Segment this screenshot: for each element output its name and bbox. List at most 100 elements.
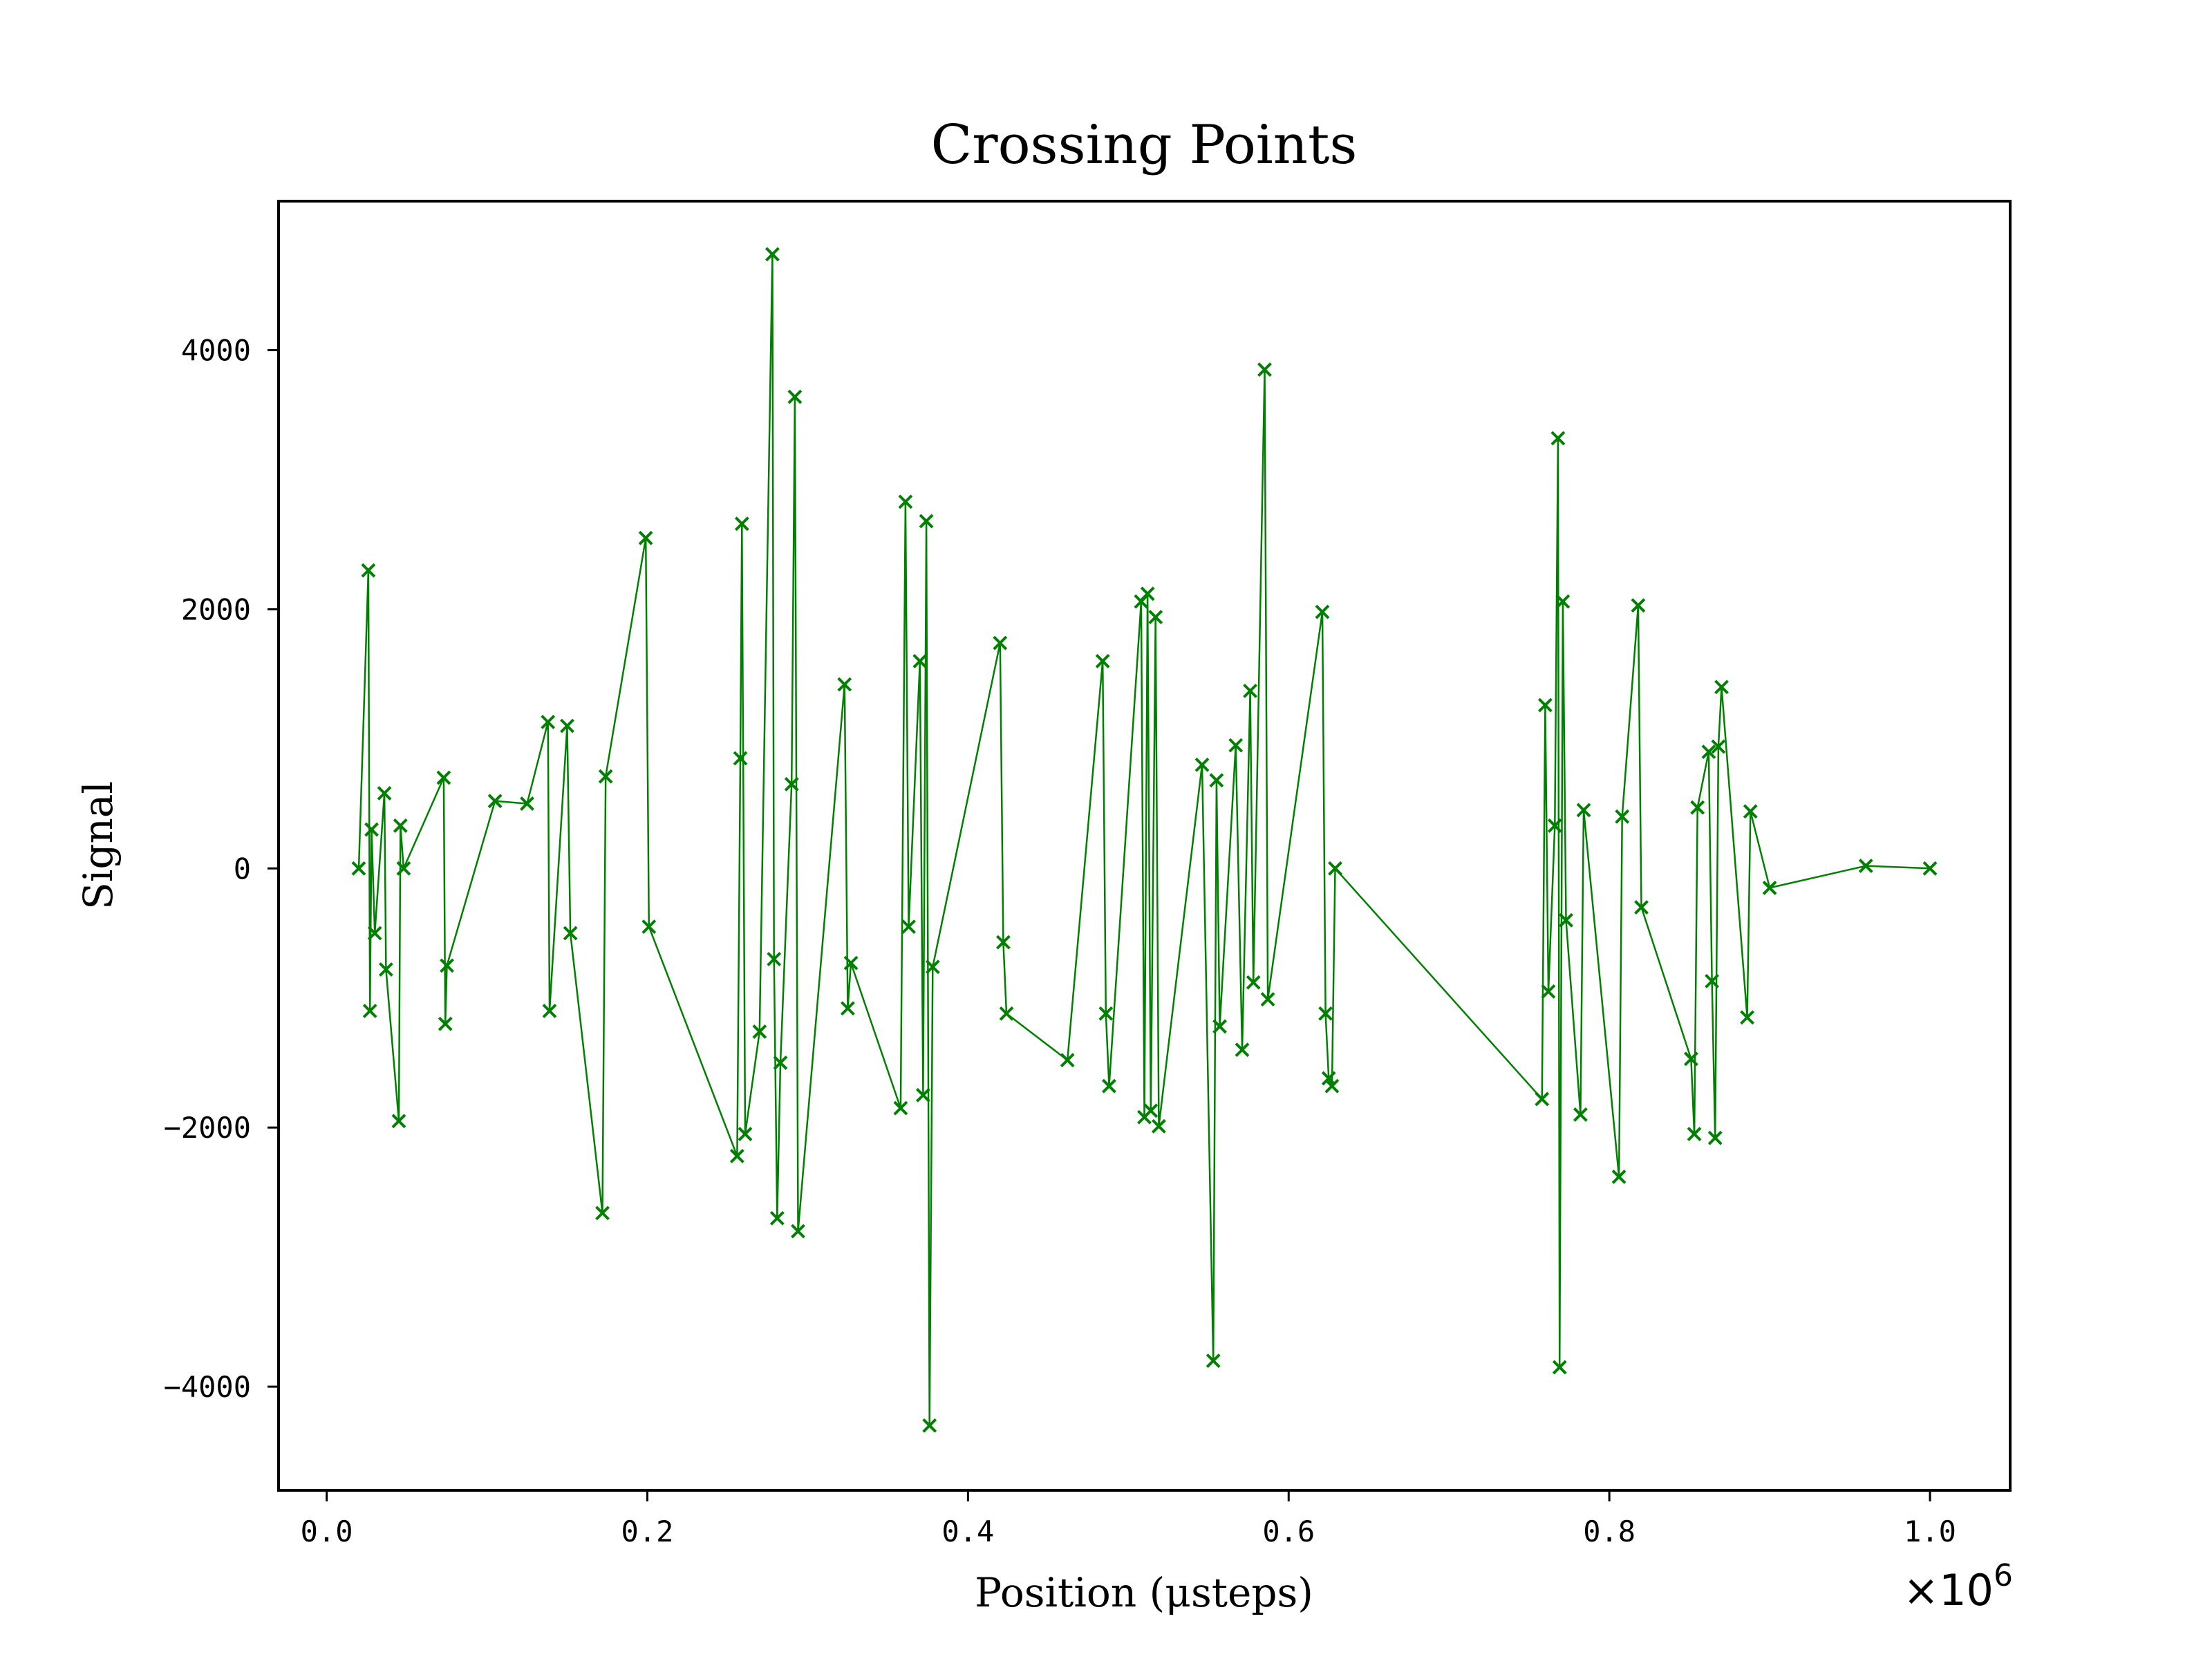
data-point-marker — [598, 769, 613, 784]
x-offset-exponent: 6 — [1994, 1558, 2013, 1593]
data-point-marker — [1095, 653, 1110, 668]
data-point-marker — [1634, 900, 1649, 915]
data-point-marker — [1611, 1169, 1627, 1184]
data-point-marker — [893, 1100, 908, 1116]
x-tick-label: 0.2 — [621, 1515, 674, 1548]
data-point-marker — [916, 1087, 930, 1103]
data-point-marker — [1212, 1019, 1227, 1034]
data-point-marker — [1762, 881, 1777, 895]
data-point-marker — [1102, 1078, 1116, 1094]
data-point-marker — [1260, 992, 1275, 1007]
data-point-marker — [351, 861, 366, 876]
data-point-marker — [393, 818, 408, 833]
data-point-marker — [738, 1127, 753, 1141]
y-tick-label: −4000 — [164, 1370, 251, 1404]
data-point-marker — [367, 926, 382, 941]
data-point-marker — [919, 514, 934, 529]
data-point-marker — [1209, 773, 1224, 788]
data-point-marker — [1555, 594, 1571, 609]
data-point-marker — [999, 1006, 1014, 1021]
data-point-marker — [1235, 1042, 1250, 1058]
series-layer — [351, 247, 1938, 1433]
data-point-marker — [436, 770, 451, 785]
data-point-marker — [563, 926, 578, 941]
data-point-marker — [1858, 859, 1873, 873]
data-point-marker — [396, 861, 411, 876]
data-point-marker — [1559, 912, 1573, 928]
data-point-marker — [1631, 598, 1646, 613]
data-point-marker — [1243, 684, 1257, 698]
data-point-marker — [361, 563, 376, 578]
x-tick-label: 0.8 — [1583, 1515, 1635, 1548]
y-axis: 4000 2000 0 −2000 −4000 — [164, 334, 279, 1404]
data-point-marker — [440, 958, 454, 973]
data-point-marker — [843, 955, 859, 971]
data-point-marker — [1151, 1118, 1166, 1134]
y-tick-label: −2000 — [164, 1111, 251, 1145]
data-point-marker — [1537, 697, 1553, 713]
data-point-marker — [769, 1210, 785, 1226]
data-point-marker — [487, 794, 503, 809]
data-point-marker — [1194, 757, 1210, 772]
data-point-marker — [1206, 1353, 1221, 1368]
data-point-marker — [560, 718, 574, 733]
x-tick-label: 0.0 — [301, 1515, 353, 1548]
data-point-marker — [1328, 861, 1342, 876]
data-point-marker — [912, 653, 928, 668]
chart-title: Crossing Points — [931, 114, 1358, 176]
data-point-marker — [840, 1001, 855, 1016]
x-tick-label: 0.4 — [941, 1515, 994, 1548]
data-point-marker — [1615, 809, 1630, 824]
data-point-marker — [1705, 973, 1719, 988]
data-point-marker — [391, 1114, 406, 1129]
data-point-marker — [364, 822, 379, 837]
x-tick-label: 1.0 — [1904, 1515, 1956, 1548]
data-point-marker — [1922, 861, 1938, 876]
data-point-marker — [1687, 1127, 1702, 1141]
data-point-marker — [1573, 1107, 1588, 1122]
data-point-marker — [1714, 679, 1729, 695]
data-point-marker — [1740, 1010, 1755, 1025]
data-point-marker — [1743, 804, 1758, 819]
data-point-marker — [1711, 739, 1726, 754]
data-point-marker — [1257, 362, 1272, 377]
svg-text:×106: ×106 — [1903, 1558, 2013, 1615]
data-point-marker — [1684, 1051, 1698, 1067]
data-point-marker — [752, 1024, 767, 1039]
data-point-marker — [362, 1004, 377, 1018]
data-point-marker — [787, 389, 803, 404]
data-point-marker — [1324, 1078, 1340, 1094]
data-point-marker — [542, 1004, 557, 1018]
data-point-marker — [1535, 1091, 1550, 1107]
data-point-marker — [1576, 803, 1591, 818]
data-point-marker — [641, 919, 657, 935]
y-tick-label: 0 — [234, 852, 251, 885]
x-tick-label: 0.6 — [1262, 1515, 1315, 1548]
data-point-marker — [1228, 738, 1244, 753]
data-point-marker — [925, 959, 940, 975]
data-point-marker — [1550, 431, 1566, 446]
data-point-marker — [1148, 610, 1163, 625]
data-point-marker — [901, 919, 916, 935]
data-point-marker — [378, 962, 393, 977]
y-tick-label: 2000 — [181, 592, 251, 626]
data-point-marker — [1143, 1103, 1159, 1118]
data-point-marker — [995, 935, 1011, 950]
data-point-marker — [837, 677, 852, 692]
data-point-marker — [595, 1206, 610, 1221]
data-point-marker — [520, 796, 534, 811]
data-point-marker — [773, 1056, 788, 1070]
data-point-marker — [784, 777, 799, 791]
data-point-marker — [377, 786, 392, 801]
data-point-marker — [1547, 818, 1562, 833]
data-point-marker — [1707, 1130, 1723, 1145]
data-point-marker — [1098, 1006, 1114, 1021]
data-point-marker — [1246, 975, 1261, 990]
data-point-marker — [1315, 604, 1330, 619]
y-axis-label: Signal — [75, 781, 122, 910]
data-point-marker — [1321, 1071, 1336, 1086]
x-axis-label: Position (μsteps) — [975, 1569, 1313, 1616]
data-point-marker — [733, 751, 748, 766]
